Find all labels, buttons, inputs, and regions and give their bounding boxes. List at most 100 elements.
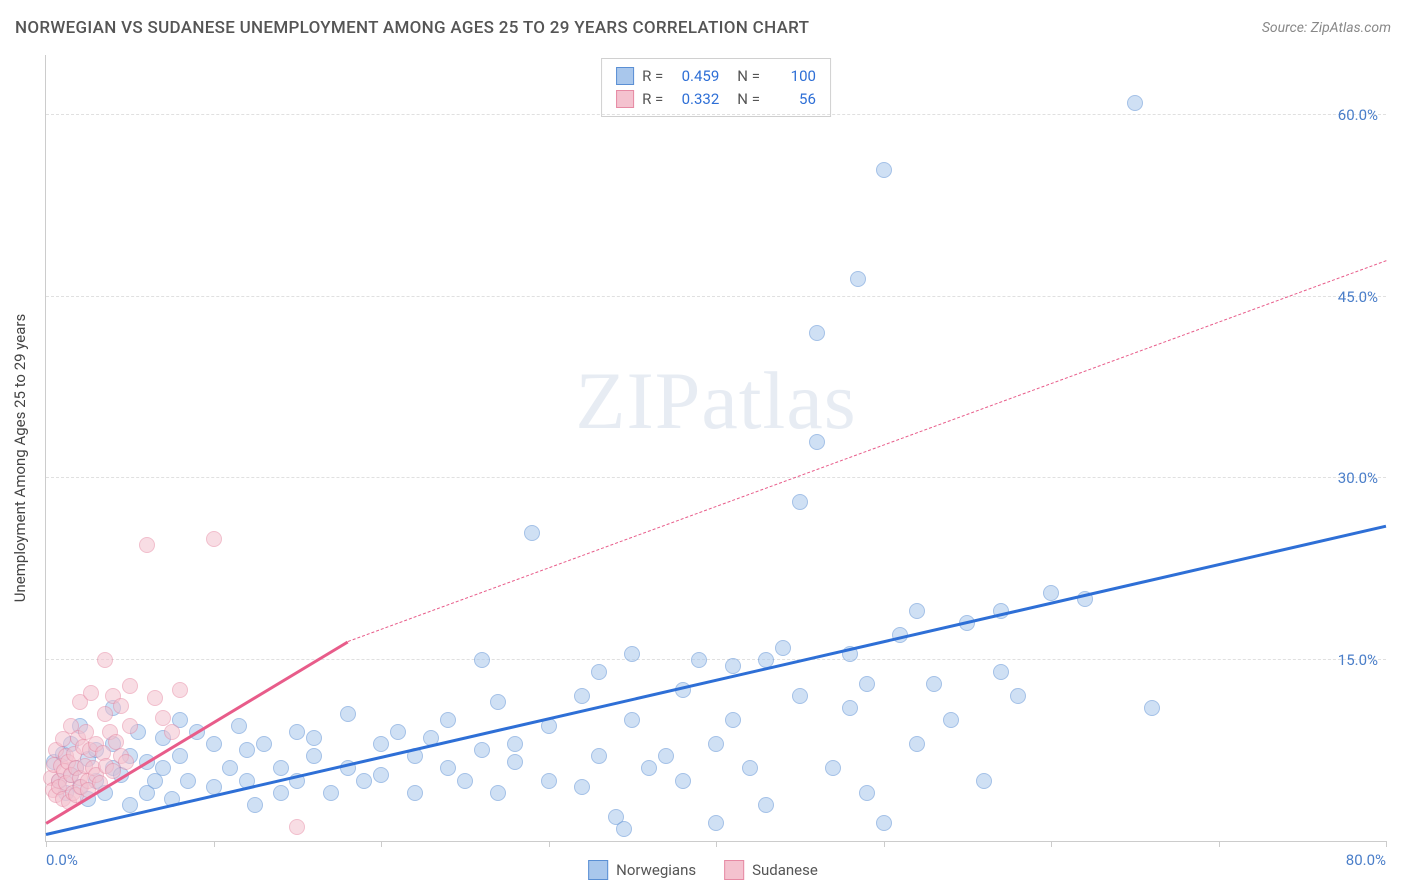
x-tick-mark [214,841,215,847]
stats-r-value: 0.459 [671,65,719,88]
scatter-point [118,754,134,770]
scatter-point [574,688,590,704]
x-tick-mark [1386,841,1387,847]
watermark-light: atlas [701,355,856,446]
scatter-point [1144,700,1160,716]
scatter-point [180,773,196,789]
y-tick-label: 60.0% [1338,106,1378,124]
scatter-point [909,603,925,619]
scatter-point [725,712,741,728]
scatter-point [809,325,825,341]
stats-swatch [616,67,634,85]
y-axis-label: Unemployment Among Ages 25 to 29 years [11,313,29,601]
gridline [46,477,1386,478]
scatter-point [256,736,272,752]
scatter-point [122,718,138,734]
scatter-point [976,773,992,789]
scatter-point [758,797,774,813]
legend-item: Sudanese [724,860,818,880]
scatter-point [792,494,808,510]
stats-r-label: R = [642,88,663,111]
scatter-point [792,688,808,704]
scatter-point [624,712,640,728]
scatter-point [708,815,724,831]
x-tick-mark [1051,841,1052,847]
scatter-point [859,785,875,801]
trend-extrapolation-sudanese [347,261,1386,643]
scatter-point [926,676,942,692]
scatter-point [222,760,238,776]
scatter-point [641,760,657,776]
scatter-point [390,724,406,740]
scatter-point [373,736,389,752]
scatter-point [850,271,866,287]
x-tick-label: 0.0% [46,851,78,869]
scatter-point [490,785,506,801]
scatter-point [440,760,456,776]
scatter-point [373,767,389,783]
scatter-point [1127,95,1143,111]
scatter-point [616,821,632,837]
scatter-point [624,646,640,662]
scatter-point [993,664,1009,680]
y-tick-label: 30.0% [1338,469,1378,487]
x-tick-mark [381,841,382,847]
trend-line-norwegians [46,525,1387,836]
x-tick-mark [1219,841,1220,847]
scatter-point [113,698,129,714]
y-tick-label: 15.0% [1338,651,1378,669]
scatter-point [909,736,925,752]
scatter-point [524,525,540,541]
scatter-point [842,700,858,716]
scatter-point [675,773,691,789]
scatter-point [122,678,138,694]
source-label: Source: ZipAtlas.com [1262,20,1391,36]
x-tick-mark [884,841,885,847]
scatter-point [1010,688,1026,704]
legend-label: Norwegians [616,861,696,879]
scatter-point [1043,585,1059,601]
scatter-point [775,640,791,656]
scatter-point [591,748,607,764]
scatter-point [273,785,289,801]
stats-row: R =0.459N =100 [616,65,816,88]
scatter-point [289,819,305,835]
scatter-point [541,773,557,789]
x-tick-mark [549,841,550,847]
chart-title: NORWEGIAN VS SUDANESE UNEMPLOYMENT AMONG… [15,18,809,38]
scatter-point [164,724,180,740]
y-tick-label: 45.0% [1338,288,1378,306]
scatter-point [876,815,892,831]
scatter-point [323,785,339,801]
scatter-point [474,742,490,758]
scatter-point [658,748,674,764]
scatter-point [97,652,113,668]
scatter-point [876,162,892,178]
scatter-point [306,748,322,764]
scatter-point [122,797,138,813]
scatter-point [289,724,305,740]
scatter-point [943,712,959,728]
scatter-point [147,690,163,706]
scatter-point [474,652,490,668]
scatter-point [206,736,222,752]
scatter-point [742,760,758,776]
scatter-point [574,779,590,795]
scatter-point [859,676,875,692]
legend-item: Norwegians [588,860,696,880]
scatter-point [691,652,707,668]
gridline [46,114,1386,115]
stats-n-value: 56 [768,88,816,111]
scatter-point [231,718,247,734]
scatter-point [172,682,188,698]
scatter-point [490,694,506,710]
x-tick-mark [46,841,47,847]
stats-n-label: N = [737,88,760,111]
plot-region: ZIPatlas R =0.459N =100R =0.332N =56 15.… [45,55,1386,842]
scatter-point [306,730,322,746]
x-tick-label: 80.0% [1346,851,1386,869]
legend-label: Sudanese [752,861,818,879]
scatter-point [407,785,423,801]
scatter-point [708,736,724,752]
scatter-point [591,664,607,680]
